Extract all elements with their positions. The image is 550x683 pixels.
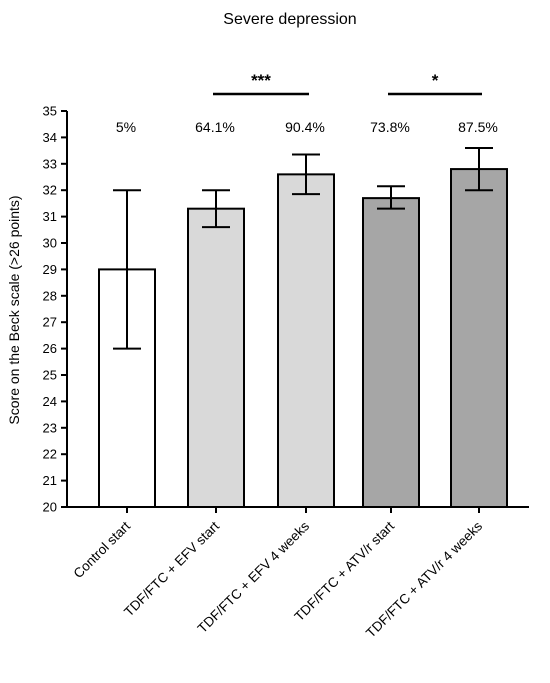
y-tick-label: 24 bbox=[43, 394, 57, 409]
y-tick-label: 29 bbox=[43, 262, 57, 277]
y-tick-label: 21 bbox=[43, 473, 57, 488]
y-tick-label: 25 bbox=[43, 368, 57, 383]
y-tick-label: 26 bbox=[43, 341, 57, 356]
x-category-label: Control start bbox=[71, 518, 134, 581]
significance-label: *** bbox=[251, 71, 271, 90]
y-axis-label: Score on the Beck scale (>26 points) bbox=[6, 195, 22, 424]
y-tick-label: 34 bbox=[43, 130, 57, 145]
y-tick-label: 28 bbox=[43, 288, 57, 303]
y-tick-label: 33 bbox=[43, 156, 57, 171]
y-tick-label: 31 bbox=[43, 209, 57, 224]
error-bars bbox=[113, 146, 493, 350]
significance-label: * bbox=[432, 71, 439, 90]
percent-labels: 5% 64.1% 90.4% 73.8% 87.5% bbox=[116, 119, 498, 135]
percent-label: 5% bbox=[116, 119, 136, 135]
significance-markers: *** * bbox=[213, 71, 482, 96]
bar bbox=[450, 168, 508, 509]
x-category-label: TDF/FTC + ATV/r start bbox=[291, 518, 397, 624]
percent-label: 90.4% bbox=[285, 119, 325, 135]
x-category-label: TDF/FTC + EFV start bbox=[121, 518, 222, 619]
y-tick-label: 22 bbox=[43, 447, 57, 462]
percent-label: 64.1% bbox=[195, 119, 235, 135]
bars bbox=[98, 168, 508, 509]
chart-title: Severe depression bbox=[223, 11, 356, 28]
y-tick-label: 30 bbox=[43, 236, 57, 251]
y-tick-label: 20 bbox=[43, 500, 57, 515]
y-tick-label: 35 bbox=[43, 104, 57, 119]
percent-label: 73.8% bbox=[370, 119, 410, 135]
bar bbox=[277, 173, 335, 509]
bar bbox=[187, 207, 245, 508]
y-tick-label: 27 bbox=[43, 315, 57, 330]
bar bbox=[362, 197, 420, 508]
y-tick-label: 32 bbox=[43, 183, 57, 198]
percent-label: 87.5% bbox=[458, 119, 498, 135]
y-ticks: 20 21 22 23 24 25 26 27 28 29 30 31 32 33 34 35 bbox=[43, 104, 67, 515]
y-tick-label: 23 bbox=[43, 420, 57, 435]
